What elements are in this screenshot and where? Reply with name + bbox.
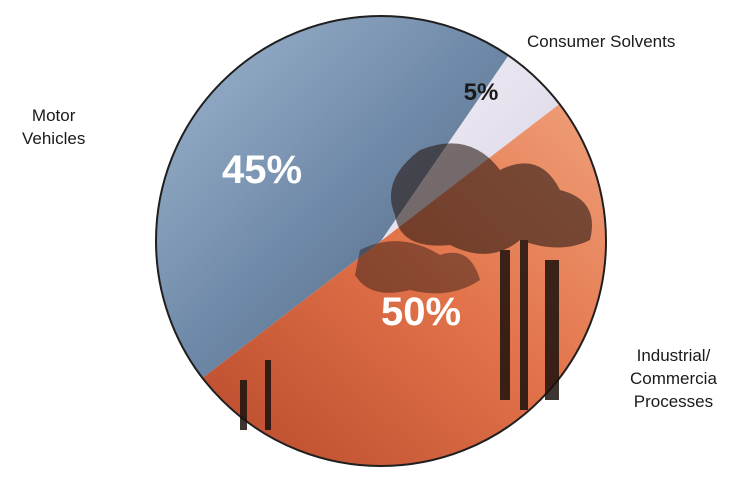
category-label-consumer-solvents: Consumer Solvents [527, 30, 675, 53]
data-label-motor-vehicles: 45% [222, 148, 302, 192]
category-label-line: Motor [31, 106, 76, 125]
category-label-line: Consumer Solvents [527, 32, 676, 51]
category-label-line: Commercia [630, 369, 717, 388]
pie-outline [155, 15, 607, 467]
data-label-industrial: 50% [381, 290, 461, 334]
smoke-decoration [240, 143, 592, 430]
pie-slice-motor-vehicles [156, 16, 509, 378]
data-label-consumer-solvents: 5% [464, 79, 499, 106]
category-label-line: Industrial/ [636, 346, 711, 365]
category-label-motor-vehicles: Motor Vehicles [22, 104, 85, 150]
category-label-line: Vehicles [22, 129, 86, 148]
category-label-industrial: Industrial/ Commercia Processes [630, 344, 717, 413]
category-label-line: Processes [633, 392, 714, 411]
